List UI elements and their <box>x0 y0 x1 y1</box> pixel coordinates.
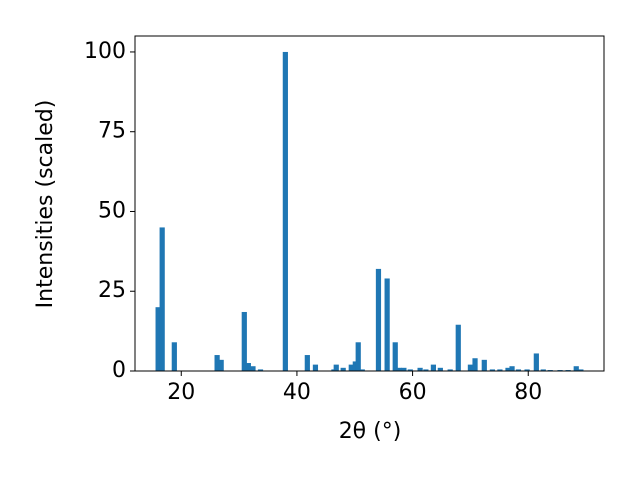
y-axis-label: Intensities (scaled) <box>33 100 58 309</box>
x-axis-label: 2θ (°) <box>339 419 402 444</box>
bar <box>540 369 546 371</box>
bar <box>417 367 423 371</box>
bar <box>497 369 503 371</box>
bar <box>489 369 495 371</box>
y-tick-label: 25 <box>98 278 126 303</box>
bar <box>401 367 407 371</box>
bar <box>515 369 522 371</box>
bar <box>467 364 474 371</box>
bars <box>155 51 584 371</box>
bar <box>312 364 319 371</box>
bar <box>241 311 247 371</box>
bar <box>392 342 398 371</box>
bar <box>218 359 224 371</box>
y-tick-label: 100 <box>84 39 126 64</box>
bar <box>505 367 511 371</box>
bar <box>524 369 530 371</box>
bar <box>481 359 487 371</box>
bar <box>573 366 579 371</box>
y-tick-label: 0 <box>112 358 126 383</box>
bar <box>509 366 515 371</box>
bar <box>282 51 288 371</box>
bar <box>159 227 165 371</box>
bar <box>333 364 339 371</box>
bar <box>250 366 256 371</box>
plot-frame <box>134 35 605 372</box>
bar <box>455 324 461 371</box>
bar <box>257 369 264 371</box>
bar <box>447 369 453 371</box>
bar <box>304 355 310 371</box>
x-tick-label: 40 <box>283 380 311 405</box>
x-tick-label: 80 <box>514 380 542 405</box>
bar <box>578 369 584 371</box>
bar <box>214 355 220 371</box>
bar <box>396 367 402 371</box>
y-tick-label: 75 <box>98 119 126 144</box>
bar <box>384 278 390 371</box>
x-tick-label: 60 <box>399 380 427 405</box>
bar <box>355 342 361 371</box>
bar <box>155 307 161 371</box>
x-tick-label: 20 <box>167 380 195 405</box>
bar <box>359 369 365 371</box>
bar <box>171 342 177 371</box>
bar <box>352 361 358 371</box>
bar <box>340 367 346 371</box>
bar <box>375 268 382 371</box>
bar <box>423 369 429 371</box>
bar <box>472 358 478 371</box>
bar <box>437 367 443 371</box>
bar <box>430 364 437 371</box>
bar <box>533 353 539 371</box>
bar <box>407 369 413 371</box>
y-tick-label: 50 <box>98 198 126 223</box>
bar <box>348 364 354 371</box>
bar <box>245 363 251 371</box>
